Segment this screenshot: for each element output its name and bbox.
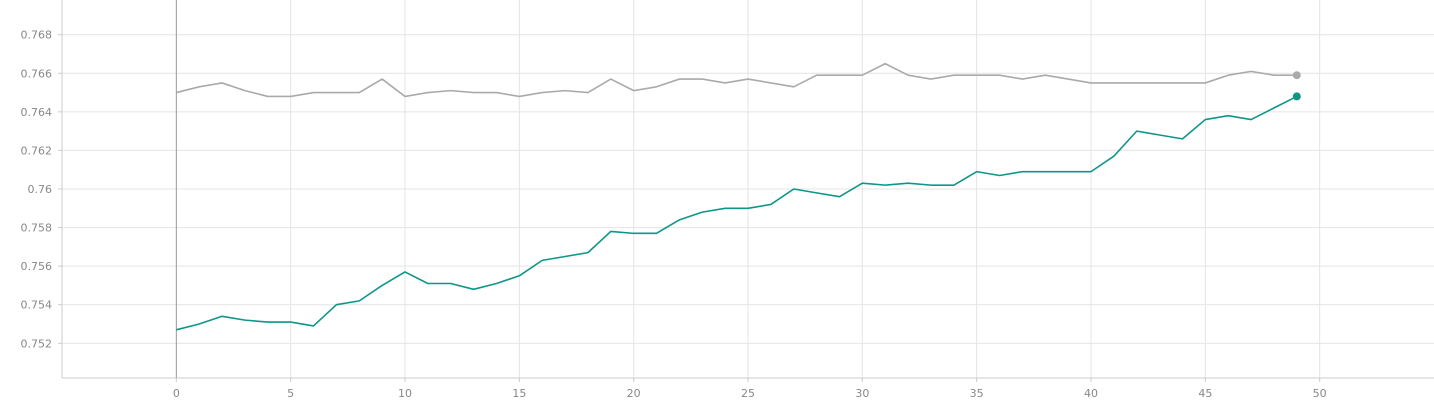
x-tick-label: 10: [398, 387, 412, 400]
y-tick-label: 0.758: [21, 222, 53, 235]
series-layer: [176, 62, 1301, 331]
x-tick-label: 25: [741, 387, 755, 400]
x-tick-label: 40: [1084, 387, 1098, 400]
x-tick-label: 45: [1198, 387, 1212, 400]
y-tick-label: 0.76: [28, 183, 53, 196]
series-endpoint-1: [1292, 92, 1301, 101]
y-tick-label: 0.756: [21, 260, 53, 273]
x-tick-label: 0: [173, 387, 180, 400]
x-tick-label: 20: [627, 387, 641, 400]
y-tick-label: 0.762: [21, 144, 53, 157]
y-tick-label: 0.766: [21, 67, 53, 80]
x-tick-label: 30: [855, 387, 869, 400]
y-tick-label: 0.768: [21, 29, 53, 42]
x-tick-label: 35: [970, 387, 984, 400]
grid-layer: [62, 0, 1434, 378]
x-tick-label: 15: [512, 387, 526, 400]
axis-layer: [58, 0, 1434, 382]
x-tick-label: 50: [1313, 387, 1327, 400]
y-tick-label: 0.754: [21, 299, 53, 312]
tick-label-layer: 0 5 10 15 20 25 30 35 40 45 50 0.752 0.754 0.756 0.758…: [21, 29, 1327, 400]
series-endpoint-0: [1292, 71, 1301, 80]
y-tick-label: 0.764: [21, 106, 53, 119]
series-line-0: [176, 62, 1297, 98]
series-line-1: [176, 95, 1298, 331]
x-tick-label: 5: [287, 387, 294, 400]
y-tick-label: 0.752: [21, 337, 53, 350]
